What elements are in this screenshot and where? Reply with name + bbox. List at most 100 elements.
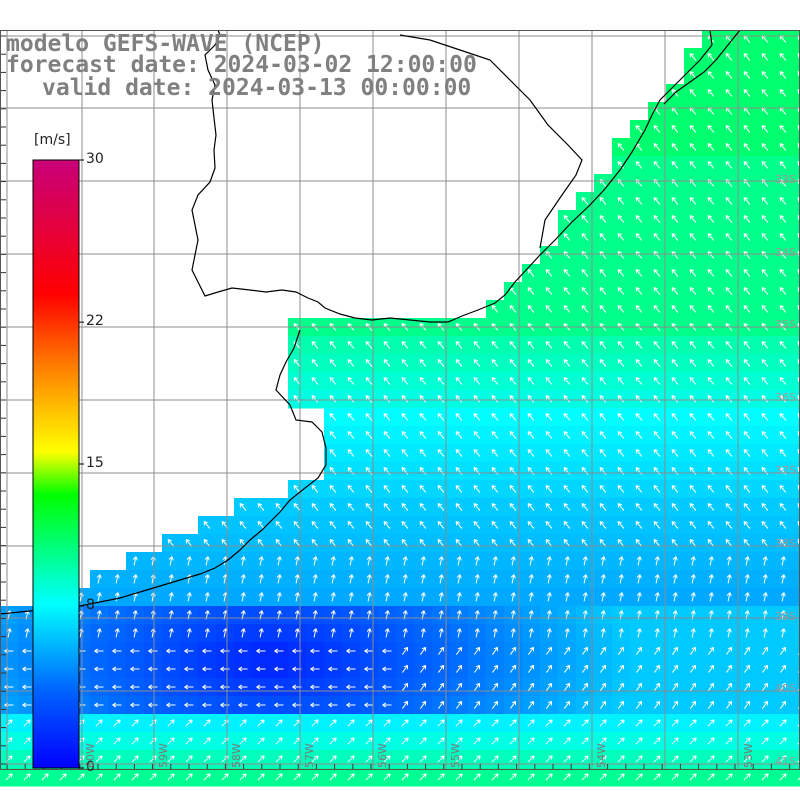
- wind-arrow: [546, 592, 552, 602]
- wind-arrow: [491, 773, 499, 781]
- wind-arrow: [671, 143, 679, 151]
- colorbar-tick-label: 8: [86, 596, 95, 613]
- wind-arrow: [166, 684, 176, 690]
- wind-arrow: [581, 664, 589, 673]
- wind-arrow: [635, 359, 643, 367]
- wind-arrow: [563, 485, 571, 493]
- wind-arrow: [635, 485, 643, 493]
- wind-arrow: [492, 574, 498, 584]
- wind-arrow: [365, 503, 373, 511]
- wind-arrow: [545, 413, 553, 421]
- wind-arrow: [384, 574, 390, 584]
- wind-arrow: [220, 702, 230, 708]
- coastline: [191, 29, 713, 323]
- wind-speed-cell: [792, 372, 800, 391]
- wind-arrow: [473, 485, 481, 493]
- wind-arrow: [635, 773, 643, 781]
- wind-arrow: [563, 521, 571, 529]
- wind-arrow: [689, 700, 697, 709]
- wind-arrow: [545, 755, 553, 763]
- wind-arrow: [311, 521, 319, 529]
- wind-arrow: [581, 719, 589, 727]
- wind-arrow: [725, 359, 733, 367]
- wind-arrow: [653, 287, 661, 295]
- wind-arrow: [384, 592, 390, 602]
- wind-arrow: [365, 521, 373, 529]
- wind-arrow: [132, 628, 138, 638]
- wind-arrow: [347, 395, 355, 403]
- wind-arrow: [599, 773, 607, 781]
- wind-arrow: [581, 521, 589, 529]
- wind-arrow: [419, 646, 427, 655]
- wind-arrow: [689, 53, 697, 61]
- wind-arrow: [762, 592, 768, 602]
- wind-arrow: [599, 485, 607, 493]
- wind-speed-cell: [792, 102, 800, 121]
- wind-arrow: [617, 503, 625, 511]
- wind-arrow: [653, 485, 661, 493]
- wind-arrow: [527, 287, 535, 295]
- wind-arrow: [509, 755, 517, 763]
- wind-arrow: [276, 556, 282, 566]
- wind-arrow: [276, 574, 282, 584]
- wind-speed-cell: [792, 696, 800, 715]
- wind-arrow: [563, 431, 571, 439]
- wind-arrow: [437, 521, 445, 529]
- wind-arrow: [491, 539, 499, 547]
- wind-arrow: [22, 648, 32, 654]
- wind-arrow: [455, 431, 463, 439]
- coastline-uruguay: [399, 34, 583, 249]
- wind-arrow: [455, 341, 463, 349]
- wind-arrow: [510, 574, 516, 584]
- wind-arrow: [617, 287, 625, 295]
- wind-arrow: [581, 737, 589, 745]
- wind-arrow: [347, 449, 355, 457]
- wind-arrow: [725, 682, 733, 691]
- wind-arrow: [492, 592, 498, 602]
- wind-arrow: [779, 737, 787, 745]
- wind-arrow: [347, 359, 355, 367]
- wind-arrow: [455, 646, 463, 655]
- wind-arrow: [437, 539, 445, 547]
- wind-arrow: [635, 125, 643, 133]
- colorbar: [32, 159, 80, 769]
- wind-arrow: [726, 628, 732, 638]
- wind-arrow: [761, 485, 769, 493]
- wind-arrow: [545, 521, 553, 529]
- wind-arrow: [725, 305, 733, 313]
- wind-arrow: [382, 684, 392, 690]
- wind-arrow: [365, 359, 373, 367]
- wind-arrow: [635, 431, 643, 439]
- wind-arrow: [743, 359, 751, 367]
- wind-arrow: [671, 539, 679, 547]
- wind-arrow: [294, 628, 300, 638]
- wind-speed-cell: [792, 624, 800, 643]
- wind-speed-cell: [792, 48, 800, 67]
- wind-arrow: [599, 755, 607, 763]
- wind-arrow: [762, 628, 768, 638]
- wind-arrow: [707, 233, 715, 241]
- wind-arrow: [599, 431, 607, 439]
- wind-arrow: [689, 341, 697, 349]
- wind-arrow: [509, 521, 517, 529]
- wind-arrow: [437, 395, 445, 403]
- wind-arrow: [455, 773, 463, 781]
- wind-arrow: [797, 759, 800, 763]
- wind-arrow: [761, 719, 769, 727]
- wind-arrow: [473, 449, 481, 457]
- wind-arrow: [779, 161, 787, 169]
- wind-arrow: [258, 574, 264, 584]
- wind-arrow: [366, 574, 372, 584]
- wind-arrow: [761, 413, 769, 421]
- wind-arrow: [473, 521, 481, 529]
- wind-arrow: [275, 719, 283, 727]
- wind-arrow: [725, 269, 733, 277]
- wind-arrow: [599, 359, 607, 367]
- title-forecast-date: forecast date: 2024-03-02 12:00:00: [6, 52, 477, 78]
- wind-arrow: [96, 574, 102, 584]
- wind-arrow: [635, 503, 643, 511]
- wind-arrow: [473, 737, 481, 745]
- wind-arrow: [402, 592, 408, 602]
- wind-arrow: [599, 664, 607, 673]
- wind-arrow: [455, 485, 463, 493]
